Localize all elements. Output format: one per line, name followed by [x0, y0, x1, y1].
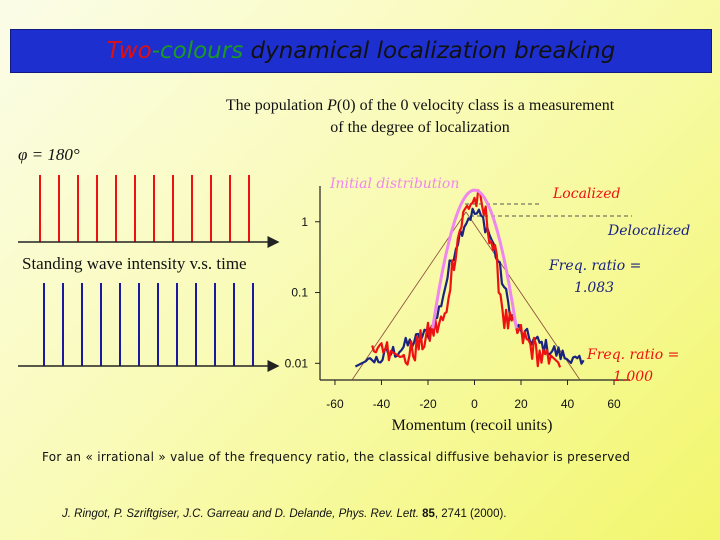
- series-line-initial-distribution: [431, 188, 518, 329]
- annotation-initial: Initial distribution: [329, 176, 459, 192]
- series-line-delocalized: [354, 207, 585, 368]
- red-pulse-train: [39, 175, 250, 242]
- citation-authors: J. Ringot, P. Szriftgiser, J.C. Garreau …: [62, 508, 339, 520]
- y-ticks: 1 0.1 0.01: [285, 215, 320, 370]
- footnote: For an « irrational » value of the frequ…: [42, 450, 631, 464]
- x-tick-label: -60: [326, 397, 344, 411]
- annotation-delocalized: Delocalized: [607, 223, 690, 239]
- x-tick-label: -40: [373, 397, 391, 411]
- title-word-colours: -colours: [151, 38, 244, 64]
- title-word-two: Two: [106, 38, 152, 64]
- x-tick-label: 20: [514, 397, 528, 411]
- x-tick-label: 0: [471, 397, 478, 411]
- fit-line-right: [465, 211, 581, 381]
- y-tick-label: 1: [301, 215, 308, 229]
- phi-label: φ = 180°: [18, 145, 80, 164]
- x-tick-label: 40: [561, 397, 575, 411]
- standing-wave-label: Standing wave intensity v.s. time: [22, 254, 247, 273]
- x-ticks: -60 -40 -20 0 20 40 60: [326, 380, 621, 411]
- citation-journal: Phys. Rev. Lett.: [338, 508, 419, 520]
- subtitle-arg: (0): [336, 97, 356, 114]
- annotation-freq-1083-line1: Freq. ratio =: [548, 258, 641, 274]
- series-group: [354, 188, 585, 368]
- series-line-localized: [371, 189, 562, 368]
- citation-rest: , 2741 (2000).: [434, 508, 507, 520]
- x-tick-label: 60: [607, 397, 621, 411]
- annotation-localized: Localized: [552, 186, 621, 202]
- x-tick-label: -20: [419, 397, 437, 411]
- y-tick-label: 0.01: [285, 356, 309, 370]
- subtitle-line2: of the degree of localization: [330, 119, 510, 136]
- subtitle-post: of the 0 velocity class is a measurement: [355, 97, 615, 114]
- annotation-freq-1000-line2: 1.000: [613, 369, 653, 385]
- subtitle-symbol: P: [327, 97, 337, 114]
- citation-volume: 85: [422, 508, 435, 520]
- y-tick-label: 0.1: [291, 286, 308, 300]
- citation: J. Ringot, P. Szriftgiser, J.C. Garreau …: [62, 508, 507, 520]
- subtitle: The population P(0) of the 0 velocity cl…: [190, 95, 650, 139]
- subtitle-pre: The population: [225, 97, 328, 114]
- x-axis-label: Momentum (recoil units): [392, 417, 553, 434]
- title-rest: dynamical localization breaking: [243, 38, 616, 64]
- annotation-freq-1000-line1: Freq. ratio =: [586, 347, 679, 363]
- title-bar: Two-colours dynamical localization break…: [10, 29, 712, 73]
- pulse-diagram: [18, 175, 280, 372]
- fit-line-left: [351, 211, 467, 381]
- annotation-freq-1083-line2: 1.083: [574, 280, 614, 296]
- blue-pulse-train: [43, 283, 254, 366]
- page-title: Two-colours dynamical localization break…: [11, 30, 711, 72]
